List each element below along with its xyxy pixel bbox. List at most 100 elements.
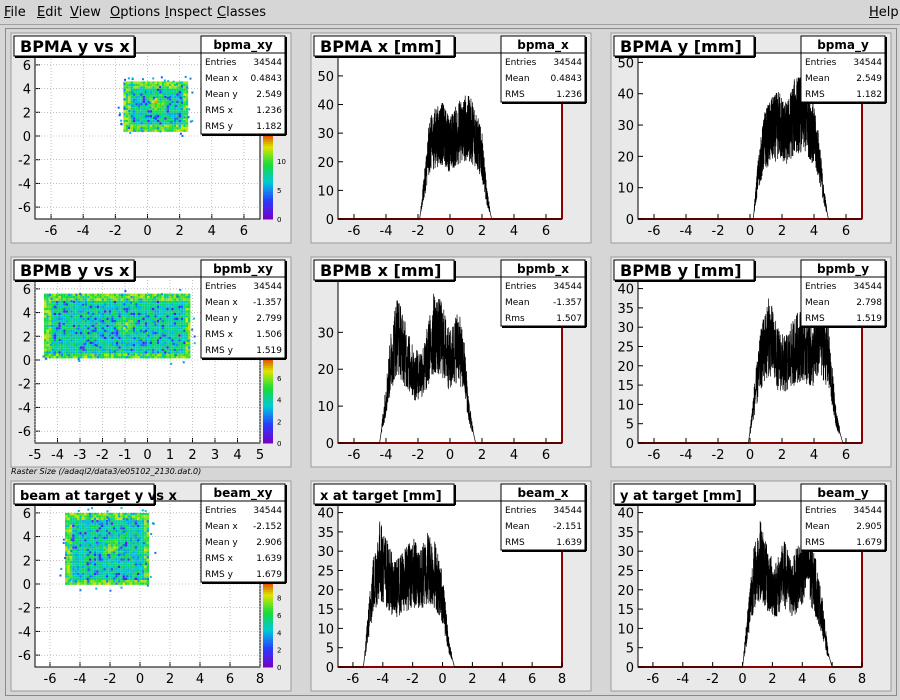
heat-cell [72, 520, 75, 523]
heat-cell [87, 315, 90, 318]
heat-cell [96, 546, 99, 549]
menu-edit[interactable]: Edit [37, 5, 63, 20]
heat-cell [156, 300, 160, 304]
heat-cell [176, 348, 179, 352]
menu-classes[interactable]: Classes [217, 5, 266, 20]
heat-cell [144, 344, 148, 347]
y-tick-label: 4 [23, 83, 31, 98]
heat-cell [123, 552, 126, 555]
heat-cell [164, 305, 167, 308]
heat-cell [47, 294, 50, 297]
heat-cell [123, 315, 126, 318]
heat-cell [92, 298, 95, 301]
heat-cell [72, 572, 75, 576]
x-tick-label: 4 [510, 448, 518, 463]
menu-help[interactable]: Help [869, 5, 899, 20]
heat-cell [125, 122, 129, 125]
heat-cell [180, 95, 184, 99]
heat-cell [147, 334, 150, 337]
heat-cell [56, 324, 59, 328]
heat-cell [128, 129, 131, 132]
heat-cell [141, 555, 144, 558]
heat-cell [130, 336, 133, 340]
stats-frame [800, 483, 886, 551]
heat-cell [147, 317, 150, 320]
heat-cell [96, 572, 99, 576]
heat-cell [123, 341, 126, 344]
heat-cell [168, 119, 172, 123]
heat-cell [173, 336, 176, 340]
heat-cell [164, 334, 167, 337]
heat-cell [101, 348, 104, 352]
heat-cell [130, 119, 133, 123]
heat-cell [142, 344, 145, 347]
stats-key: Entries [205, 282, 237, 292]
heat-cell [178, 81, 181, 84]
heat-cell [183, 315, 186, 318]
heat-cell [63, 296, 66, 299]
menu-view[interactable]: View [70, 5, 101, 20]
menu-options[interactable]: Options [110, 5, 161, 20]
heat-cell [87, 348, 90, 352]
heat-cell [45, 357, 48, 360]
heat-cell [65, 560, 68, 564]
heat-cell [178, 303, 181, 306]
heat-cell [123, 317, 126, 320]
stats-name: bpmb_x [517, 262, 569, 277]
heat-cell [60, 320, 64, 323]
heat-cell [104, 327, 107, 330]
heat-cell [68, 336, 71, 340]
heat-cell [123, 344, 126, 347]
heat-cell [128, 324, 131, 328]
heat-cell [181, 134, 184, 137]
heat-cell [128, 103, 131, 106]
heat-cell [171, 112, 174, 116]
heat-cell [135, 310, 138, 313]
menu-inspect[interactable]: Inspect [165, 5, 213, 20]
y-tick-label: -2 [18, 602, 31, 617]
heatmap-cells [59, 506, 157, 592]
palette-band [263, 438, 273, 442]
heat-cell [89, 580, 92, 583]
heat-cell [111, 341, 114, 344]
heat-cell [116, 305, 119, 308]
heat-cell [118, 303, 121, 306]
heat-cell [86, 522, 89, 525]
heat-cell [125, 575, 128, 578]
heat-cell [146, 584, 149, 587]
heat-cell [53, 303, 56, 306]
heat-cell [79, 565, 82, 569]
heat-cell [96, 582, 99, 585]
heat-cell [156, 320, 160, 323]
heat-cell [117, 556, 121, 559]
heat-cell [120, 541, 123, 545]
stats-value: 34544 [253, 282, 282, 292]
menu-file[interactable]: File [4, 5, 26, 20]
heat-cell [94, 344, 97, 347]
heat-cell [75, 348, 78, 352]
heat-cell [154, 327, 157, 330]
y-tick-label: 50 [317, 70, 334, 85]
x-tick-label: -4 [74, 672, 87, 687]
heat-cell [154, 351, 157, 354]
heat-cell [69, 568, 73, 571]
heat-cell [120, 317, 124, 320]
heat-cell [70, 299, 73, 302]
heat-cell [176, 88, 179, 92]
palette-band [263, 196, 273, 199]
heat-cell [89, 341, 92, 344]
heat-cell [98, 520, 101, 523]
heat-cell [125, 129, 129, 132]
heat-cell [176, 310, 179, 313]
heat-cell [77, 305, 80, 308]
